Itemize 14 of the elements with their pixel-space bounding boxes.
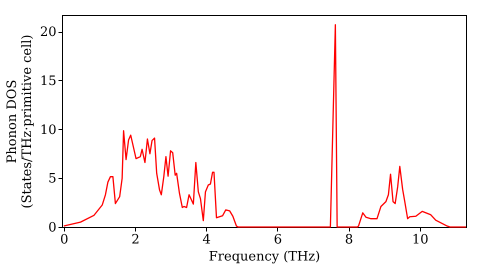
x-tick-label: 10 (412, 232, 428, 248)
y-tick-label: 0 (48, 220, 56, 236)
y-tick-label: 5 (48, 172, 56, 187)
x-tick-label: 8 (344, 232, 354, 248)
y-tick-label: 10 (40, 122, 56, 138)
x-axis-title: Frequency (THz) (208, 250, 320, 264)
y-tick-label: 20 (40, 25, 56, 40)
y-axis-title: Phonon DOS (States/THz·primitive cell) (4, 34, 35, 209)
line-series (63, 24, 467, 228)
x-tick-label: 6 (274, 232, 282, 248)
x-tick-label: 0 (60, 232, 68, 248)
x-tick-label: 4 (202, 232, 211, 248)
y-tick-label: 15 (40, 74, 56, 89)
x-tick-label: 2 (131, 232, 140, 248)
